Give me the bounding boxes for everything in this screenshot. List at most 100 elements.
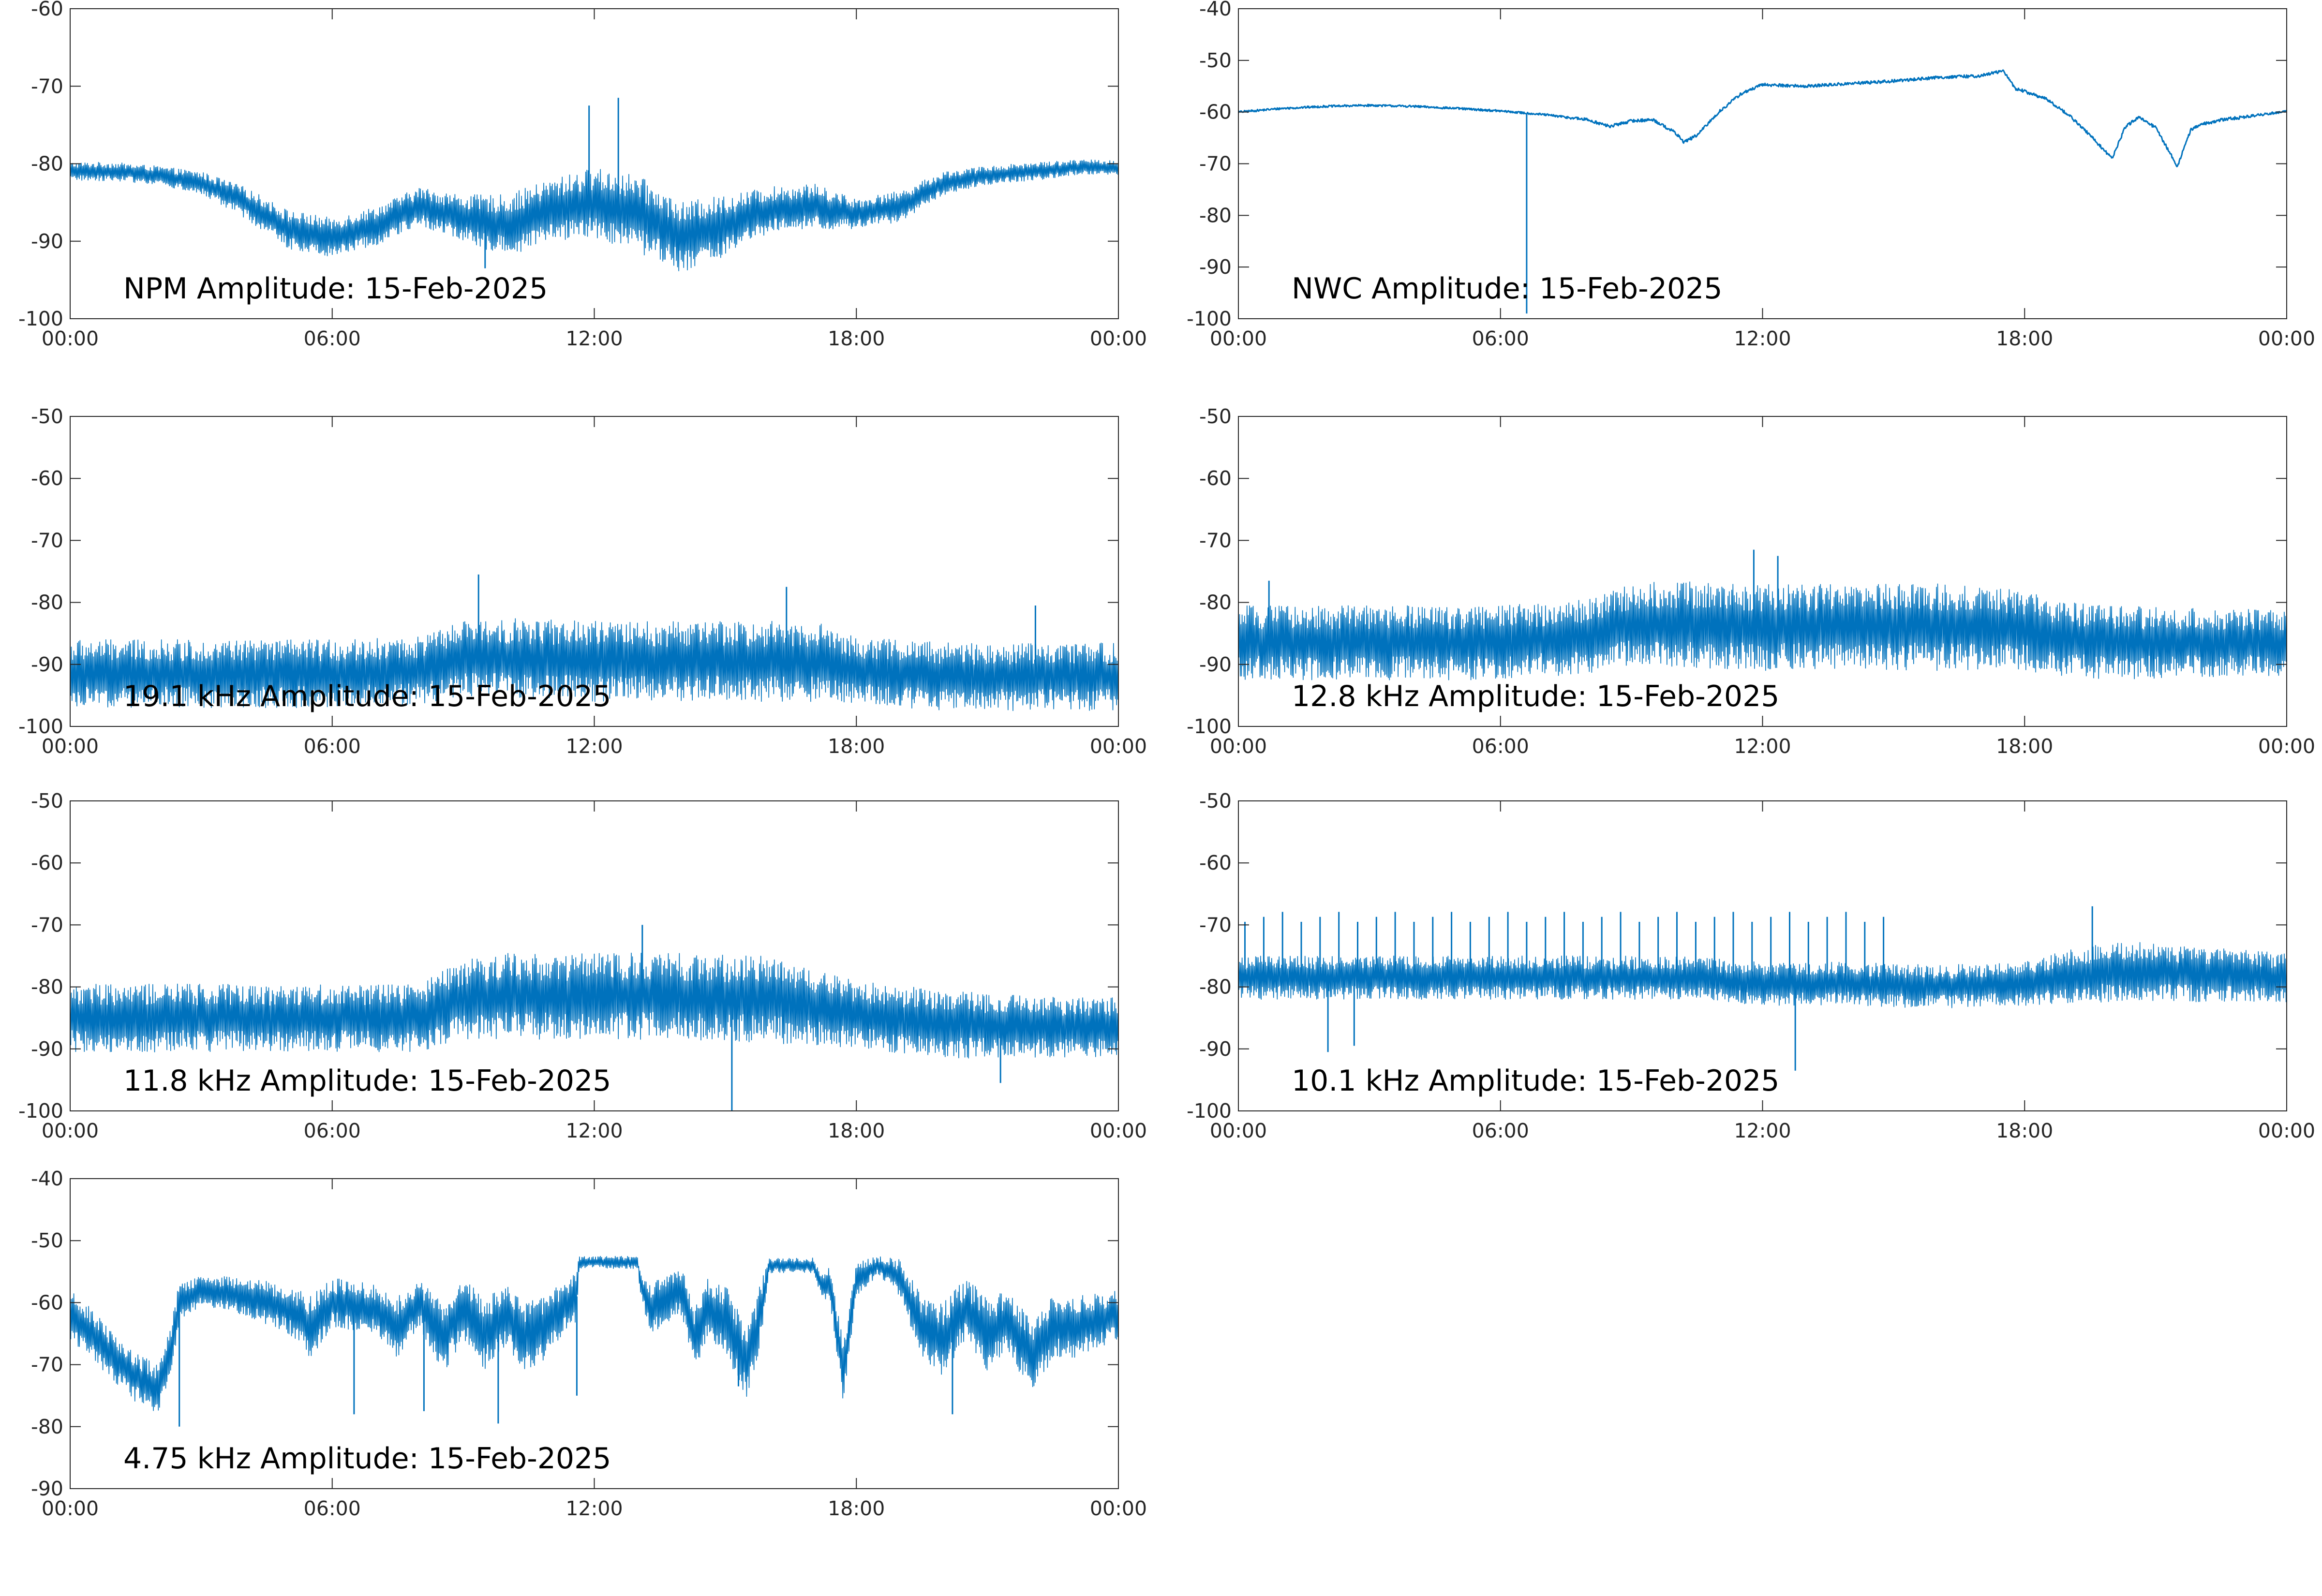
y-tick-label: -70: [1199, 529, 1232, 552]
x-tick-label: 06:00: [304, 327, 361, 350]
y-tick-label: -40: [1199, 0, 1232, 20]
panel-title-12-8-khz: 12.8 kHz Amplitude: 15-Feb-2025: [1292, 680, 1779, 713]
y-tick-label: -80: [31, 975, 63, 999]
series-line-11-8-khz: [70, 952, 1118, 1059]
y-tick-label: -80: [1199, 975, 1232, 999]
series-line-npm: [70, 159, 1118, 271]
x-tick-label: 00:00: [2258, 327, 2315, 350]
x-tick-label: 18:00: [828, 1497, 885, 1520]
y-tick-label: -100: [18, 307, 63, 330]
y-tick-label: -60: [1199, 851, 1232, 874]
y-tick-label: -60: [1199, 101, 1232, 124]
series-line-10-1-khz: [1238, 942, 2287, 1008]
x-tick-label: 00:00: [2258, 735, 2315, 758]
x-tick-label: 00:00: [42, 1497, 99, 1520]
y-tick-label: -80: [1199, 591, 1232, 614]
panel-npm: 00:00 06:00 12:00 18:00 00:00-100-90-80-70-6…: [18, 0, 1147, 350]
y-tick-label: -90: [31, 1037, 63, 1061]
y-tick-label: -100: [1187, 307, 1232, 330]
y-tick-label: -100: [1187, 1099, 1232, 1123]
panels-layer: 00:00 06:00 12:00 18:00 00:00-100-90-80-70-6…: [18, 0, 2315, 1520]
x-tick-label: 18:00: [1996, 327, 2053, 350]
x-tick-label: 06:00: [1472, 327, 1529, 350]
y-tick-label: -80: [1199, 204, 1232, 227]
x-tick-label: 06:00: [1472, 1119, 1529, 1142]
y-tick-label: -90: [1199, 255, 1232, 279]
y-tick-label: -60: [31, 1291, 63, 1314]
y-tick-label: -60: [1199, 467, 1232, 490]
x-tick-label: 00:00: [1090, 1497, 1147, 1520]
x-tick-label: 00:00: [1090, 735, 1147, 758]
y-tick-label: -50: [1199, 789, 1232, 813]
x-tick-label: 18:00: [828, 327, 885, 350]
y-tick-label: -60: [31, 467, 63, 490]
y-tick-label: -40: [31, 1167, 63, 1190]
x-tick-label: 00:00: [42, 1119, 99, 1142]
x-tick-label: 12:00: [1734, 735, 1791, 758]
series-line-19-1-khz: [70, 618, 1118, 711]
x-tick-label: 00:00: [1210, 1119, 1267, 1142]
x-tick-label: 00:00: [42, 327, 99, 350]
panel-4-75-khz: 00:00 06:00 12:00 18:00 00:00-90-80-70-60-50…: [31, 1167, 1147, 1520]
y-tick-label: -70: [31, 529, 63, 552]
x-tick-label: 12:00: [566, 1497, 623, 1520]
y-tick-label: -60: [31, 851, 63, 874]
x-tick-label: 00:00: [1210, 327, 1267, 350]
x-tick-label: 12:00: [566, 327, 623, 350]
y-tick-label: -90: [1199, 653, 1232, 676]
x-tick-label: 12:00: [1734, 327, 1791, 350]
x-tick-label: 18:00: [1996, 1119, 2053, 1142]
x-tick-label: 00:00: [2258, 1119, 2315, 1142]
x-tick-label: 06:00: [304, 1119, 361, 1142]
panel-12-8-khz: 00:00 06:00 12:00 18:00 00:00-100-90-80-70-6…: [1187, 405, 2315, 758]
y-tick-label: -50: [31, 789, 63, 813]
y-tick-label: -50: [1199, 405, 1232, 428]
x-tick-label: 00:00: [1090, 1119, 1147, 1142]
x-tick-label: 12:00: [1734, 1119, 1791, 1142]
panel-11-8-khz: 00:00 06:00 12:00 18:00 00:00-100-90-80-70-6…: [18, 789, 1147, 1142]
y-tick-label: -100: [1187, 715, 1232, 738]
y-tick-label: -90: [1199, 1037, 1232, 1061]
y-tick-label: -90: [31, 1477, 63, 1500]
y-tick-label: -50: [31, 405, 63, 428]
y-tick-label: -80: [31, 152, 63, 176]
y-tick-label: -90: [31, 230, 63, 253]
y-tick-label: -50: [1199, 49, 1232, 72]
series-line-nwc: [1238, 69, 2287, 167]
x-tick-label: 12:00: [566, 735, 623, 758]
panel-19-1-khz: 00:00 06:00 12:00 18:00 00:00-100-90-80-70-6…: [18, 405, 1147, 758]
panel-nwc: 00:00 06:00 12:00 18:00 00:00-100-90-80-70-6…: [1187, 0, 2315, 350]
y-tick-label: -70: [31, 1353, 63, 1376]
y-tick-label: -70: [1199, 152, 1232, 176]
panel-title-4-75-khz: 4.75 kHz Amplitude: 15-Feb-2025: [123, 1442, 611, 1476]
y-tick-label: -90: [31, 653, 63, 676]
x-tick-label: 00:00: [1090, 327, 1147, 350]
y-tick-label: -100: [18, 1099, 63, 1123]
y-tick-label: -70: [31, 913, 63, 936]
panel-title-10-1-khz: 10.1 kHz Amplitude: 15-Feb-2025: [1292, 1064, 1779, 1098]
y-tick-label: -100: [18, 715, 63, 738]
y-tick-label: -70: [31, 74, 63, 98]
panel-title-11-8-khz: 11.8 kHz Amplitude: 15-Feb-2025: [123, 1064, 611, 1098]
x-tick-label: 18:00: [828, 735, 885, 758]
x-tick-label: 18:00: [1996, 735, 2053, 758]
x-tick-label: 06:00: [1472, 735, 1529, 758]
x-tick-label: 00:00: [42, 735, 99, 758]
series-line-4-75-khz: [70, 1256, 1118, 1411]
series-line-12-8-khz: [1238, 581, 2287, 680]
panel-title-npm: NPM Amplitude: 15-Feb-2025: [123, 272, 548, 306]
x-tick-label: 06:00: [304, 1497, 361, 1520]
x-tick-label: 00:00: [1210, 735, 1267, 758]
x-tick-label: 12:00: [566, 1119, 623, 1142]
panel-title-nwc: NWC Amplitude: 15-Feb-2025: [1292, 272, 1723, 306]
y-tick-label: -60: [31, 0, 63, 20]
y-tick-label: -80: [31, 1415, 63, 1438]
y-tick-label: -80: [31, 591, 63, 614]
panel-10-1-khz: 00:00 06:00 12:00 18:00 00:00-100-90-80-70-6…: [1187, 789, 2315, 1142]
y-tick-label: -70: [1199, 913, 1232, 936]
panel-title-19-1-khz: 19.1 kHz Amplitude: 15-Feb-2025: [123, 680, 611, 713]
x-tick-label: 18:00: [828, 1119, 885, 1142]
x-tick-label: 06:00: [304, 735, 361, 758]
